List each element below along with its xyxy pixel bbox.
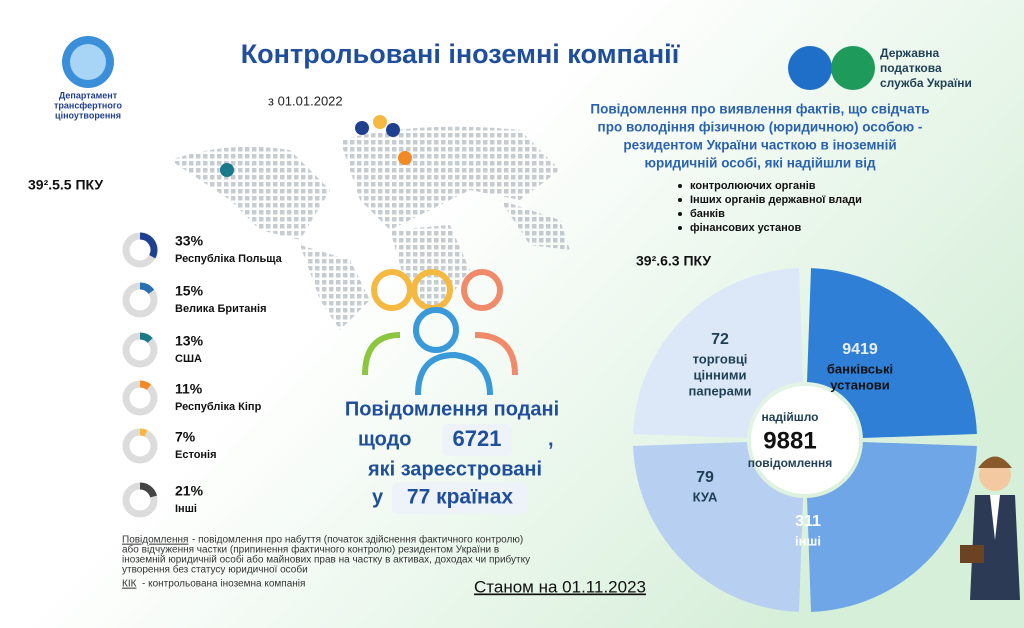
center-text: які зареєстровані — [367, 458, 542, 480]
ring-arc — [139, 482, 157, 498]
footnotes: Повідомлення - повідомлення про набуття (… — [122, 534, 530, 590]
segment-label: цінними — [694, 367, 747, 382]
country-count: 77 країнах — [407, 486, 513, 509]
notification-count: 6721 — [453, 426, 502, 451]
country-name: США — [175, 353, 202, 365]
ring-arc — [139, 332, 153, 344]
segment-label: КУА — [693, 489, 718, 504]
segment-value: 79 — [696, 469, 714, 486]
pie-center — [751, 386, 859, 494]
bullet — [678, 198, 682, 202]
source-chart: 9419банківськіустанови72торговціціннимип… — [633, 268, 977, 612]
count-box — [442, 424, 512, 456]
total-text: надійшло — [761, 410, 818, 424]
country-share: 13% — [175, 333, 204, 349]
country-name: Республіка Польща — [175, 253, 283, 265]
footnote-text: іноземній юридичній особі або майнових п… — [122, 554, 530, 566]
center-text: Повідомлення подані — [345, 398, 559, 420]
country-name: Велика Британія — [175, 303, 267, 315]
country-share: 21% — [175, 483, 204, 499]
center-text: щодо — [358, 428, 411, 450]
country-share: 15% — [175, 283, 204, 299]
logo-agency — [788, 46, 875, 90]
footnote-term: КІК — [122, 579, 137, 590]
section-code: 39².6.3 ПКУ — [636, 253, 711, 269]
bullet — [678, 226, 682, 230]
total-text: повідомлення — [748, 456, 833, 470]
segment — [807, 268, 977, 438]
footnote-text: утворення без статусу юридичної особи — [122, 564, 308, 576]
date-from: з 01.01.2022 — [268, 93, 343, 108]
title: Контрольовані іноземні компанії — [241, 39, 681, 69]
segment — [633, 268, 803, 438]
center-text: у — [372, 486, 384, 508]
dept-name: трансфертного — [54, 100, 122, 110]
agency-name: служба України — [880, 76, 972, 90]
status-date: Станом на 01.11.2023 — [474, 577, 646, 596]
dept-name: ціноутворення — [55, 110, 121, 120]
country-share: 33% — [175, 233, 204, 249]
heading-line: резидентом України часткою в іноземній — [623, 138, 896, 153]
heading-line: Повідомлення про виявлення фактів, що св… — [590, 102, 929, 117]
businessman — [960, 456, 1020, 600]
bullet — [678, 212, 682, 216]
ring-arc — [139, 428, 148, 437]
agency-name: Державна — [880, 46, 939, 60]
country-name: Інші — [175, 503, 197, 515]
segment — [633, 442, 803, 612]
segment-label: торговці — [693, 351, 748, 366]
section-code: 39².5.5 ПКУ — [28, 177, 103, 193]
total-text: 9881 — [763, 427, 816, 454]
segment-value: 72 — [711, 331, 729, 348]
bullet-text: банків — [690, 208, 725, 220]
country-share: 11% — [175, 381, 203, 397]
ring-arc — [139, 232, 158, 259]
heading-line: юридичній особі, які надійшли від — [644, 156, 875, 171]
bullet-text: фінансових установ — [690, 222, 801, 234]
right-text: Повідомлення про виявлення фактів, що св… — [590, 102, 929, 234]
footnote-text: - повідомлення про набуття (початок здій… — [192, 534, 523, 546]
footnote-term: Повідомлення — [122, 535, 188, 546]
count-box — [392, 482, 527, 514]
country-name: Естонія — [175, 449, 217, 461]
segment-value: 9419 — [842, 341, 878, 358]
segment-value: 311 — [795, 513, 821, 530]
segment-label: паперами — [689, 383, 752, 398]
segment — [807, 442, 977, 612]
segment-label: інші — [795, 533, 821, 548]
ring-arc — [139, 282, 155, 295]
ring-arc — [139, 380, 152, 391]
segment-label: установи — [830, 377, 890, 392]
map-pins — [220, 115, 412, 177]
people-icon — [362, 269, 518, 396]
bullet-text: Інших органів державної влади — [690, 194, 862, 206]
center-text: , — [548, 428, 554, 450]
country-name: Республіка Кіпр — [175, 401, 262, 413]
footnote-text: - контрольована іноземна компанія — [142, 579, 305, 590]
logo-dept — [62, 36, 114, 88]
agency-name: податкова — [880, 61, 942, 75]
bullet-text: контролюючих органів — [690, 180, 816, 192]
dept-name: Департамент — [59, 90, 118, 100]
bullet — [678, 184, 682, 188]
country-share: 7% — [175, 429, 196, 445]
segment-label: банківські — [827, 361, 893, 376]
footnote-text: або відчуження частки (припинення фактич… — [122, 544, 499, 556]
country-list: 33% Республіка Польща 15% Велика Британія 13… — [122, 232, 283, 518]
heading-line: про володіння фізичною (юридичною) особо… — [598, 120, 923, 135]
